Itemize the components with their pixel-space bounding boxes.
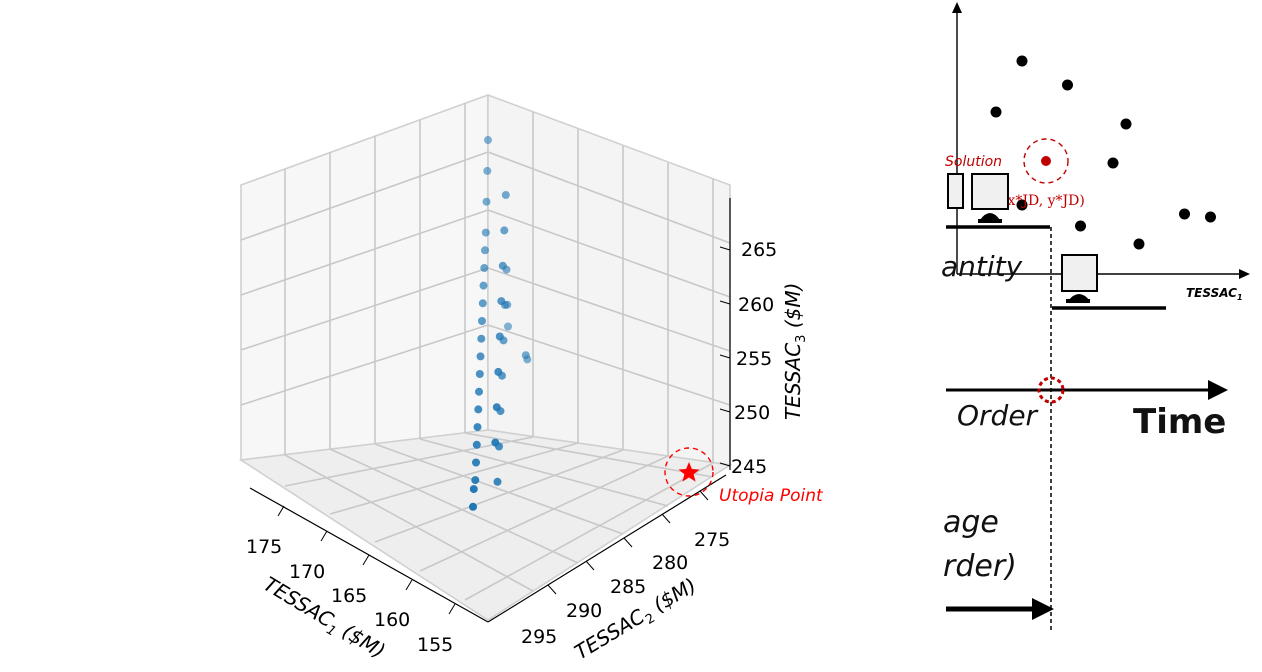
x-tick-label: 160 <box>374 609 410 631</box>
data-point <box>474 405 483 414</box>
data-point <box>1016 199 1028 211</box>
fragment-order: Order <box>957 399 1039 432</box>
data-point <box>1107 157 1119 169</box>
z-ticks: 265 260 255 250 245 <box>719 239 777 478</box>
utopia-ring <box>664 447 714 497</box>
data-point <box>501 191 510 199</box>
y-tick-label: 290 <box>566 600 602 622</box>
data-point <box>484 136 492 144</box>
x-tick-label: 165 <box>331 585 367 607</box>
machine-icon <box>971 173 1009 223</box>
data-point <box>990 106 1002 118</box>
data-point <box>499 336 508 345</box>
data-point <box>521 351 530 360</box>
utopia-label: Utopia Point <box>719 486 824 506</box>
data-point <box>483 166 492 175</box>
data-point <box>493 477 502 486</box>
x-ticks: 175 170 165 160 155 <box>246 505 456 656</box>
data-point <box>471 476 480 485</box>
z-tick-label: 265 <box>741 239 777 261</box>
data-point <box>480 264 489 272</box>
solution-ring <box>1023 138 1069 184</box>
data-point <box>469 502 477 511</box>
data-point <box>482 197 491 206</box>
y-axis-line <box>487 474 727 623</box>
fragment-time: Time <box>1133 402 1226 442</box>
data-point <box>478 299 487 308</box>
x-axis-label: TESSAC1 ($M) <box>257 572 389 667</box>
chart-3d: 175 170 165 160 155 TESSAC1 ($M) 275 280… <box>238 93 824 667</box>
x-tick-label: 175 <box>246 536 282 558</box>
pane-grid <box>238 93 733 621</box>
data-point <box>477 334 486 343</box>
y-tick-label: 295 <box>521 626 557 648</box>
y-tick-label: 280 <box>652 552 688 574</box>
fragment-quantity: antity <box>941 250 1023 283</box>
data-point <box>478 317 486 325</box>
fragment-age: age <box>943 505 999 540</box>
data-point <box>481 228 490 237</box>
pane-left <box>240 93 489 461</box>
data-point <box>1120 118 1132 130</box>
y-tick-label: 275 <box>694 529 730 551</box>
fragment-order-2: rder) <box>943 549 1017 584</box>
data-point <box>475 387 483 396</box>
x-tick-label: 155 <box>417 634 453 656</box>
data-point <box>1075 220 1086 232</box>
scatter-points <box>469 136 532 511</box>
arrow-right-icon <box>1239 269 1250 279</box>
data-point <box>1062 79 1073 91</box>
data-point <box>475 370 484 378</box>
arrow-right-icon <box>1208 380 1228 400</box>
data-point <box>472 458 480 467</box>
solution-point <box>1041 156 1051 166</box>
x-tick-label: 170 <box>289 561 325 583</box>
solution-label: Solution <box>945 154 1002 170</box>
arrow-right-icon <box>1032 598 1054 620</box>
y-ticks: 275 280 285 290 295 <box>521 490 730 648</box>
utopia-point: Utopia Point <box>664 447 824 506</box>
data-point <box>500 226 509 235</box>
data-point <box>504 322 512 331</box>
scatter-points-2d <box>990 55 1216 250</box>
data-point <box>1016 55 1028 67</box>
z-tick-label: 245 <box>731 456 767 478</box>
data-point <box>473 423 482 432</box>
data-point <box>502 265 511 274</box>
data-point <box>476 352 485 361</box>
data-point <box>495 442 503 451</box>
machine-icon <box>1061 254 1098 303</box>
data-point <box>496 407 505 416</box>
data-point <box>472 440 481 449</box>
z-tick-label: 250 <box>734 402 770 424</box>
z-tick-label: 260 <box>738 294 774 316</box>
data-point <box>503 300 512 309</box>
arrow-up-icon <box>952 2 962 13</box>
data-point <box>481 246 489 255</box>
data-point <box>469 485 478 494</box>
data-point <box>479 281 488 290</box>
z-tick-label: 255 <box>736 348 772 370</box>
data-point <box>498 371 506 380</box>
x-axis-label-2d: TESSAC1 <box>1186 286 1243 302</box>
data-point <box>1133 238 1145 250</box>
y-tick-label: 285 <box>610 576 646 598</box>
utopia-star-icon <box>678 462 700 482</box>
z-axis-label: TESSAC3 ($M) <box>781 283 809 420</box>
machine-icon <box>947 173 964 209</box>
data-point <box>1179 208 1190 220</box>
data-point <box>1205 211 1216 223</box>
chart-2d-fragment: TESSAC1 Solution (x*JD, y*JD) <box>941 2 1250 630</box>
solution-point-label: (x*JD, y*JD) <box>1002 193 1085 209</box>
time-marker <box>1037 376 1065 404</box>
